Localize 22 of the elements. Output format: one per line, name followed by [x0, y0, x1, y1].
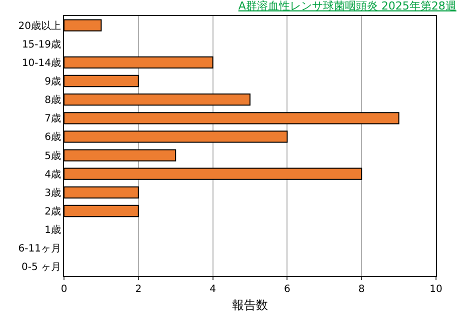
x-tick-label: 6: [284, 284, 290, 295]
x-tick-label: 8: [358, 284, 365, 295]
y-tick-label: 3歳: [44, 186, 61, 199]
y-tick-label: 10-14歳: [22, 56, 61, 69]
x-tick-label: 10: [430, 284, 442, 295]
x-axis-title: 報告数: [232, 298, 268, 312]
y-tick-label: 6歳: [44, 131, 61, 144]
y-tick-label: 9歳: [44, 76, 61, 88]
y-tick-label: 20歳以上: [18, 20, 61, 32]
x-tick-label: 2: [135, 284, 142, 295]
chart-title: A群溶血性レンサ球菌咽頭炎 2025年第28週: [238, 0, 456, 12]
x-tick-label: 4: [210, 284, 216, 295]
y-tick-label: 2歳: [44, 206, 61, 218]
y-tick-label: 0-5 ヶ月: [21, 262, 61, 274]
y-tick-label: 15-19歳: [22, 38, 61, 50]
x-tick-label: 0: [60, 284, 68, 295]
y-tick-label: 6-11ヶ月: [18, 244, 61, 255]
y-tick-label: 5歳: [44, 150, 61, 162]
y-tick-label: 1歳: [44, 224, 61, 236]
y-tick-label: 7歳: [44, 112, 61, 125]
y-tick-label: 8歳: [44, 94, 61, 106]
y-tick-label: 4歳: [44, 168, 61, 180]
